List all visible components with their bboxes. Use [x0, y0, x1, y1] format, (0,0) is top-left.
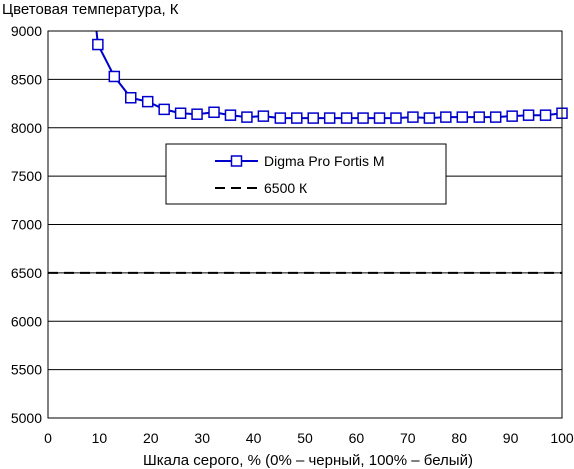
data-point — [456, 111, 469, 123]
legend-label-series-2: 6500 К — [264, 180, 308, 196]
data-point — [323, 112, 336, 124]
grid-lines — [48, 78, 562, 371]
data-point — [506, 110, 518, 122]
y-tick-label: 8000 — [11, 120, 42, 136]
y-tick-label: 5000 — [11, 410, 42, 426]
x-tick-label: 30 — [194, 430, 210, 446]
legend: Digma Pro Fortis M 6500 К — [165, 143, 447, 205]
x-tick-label: 50 — [297, 430, 313, 446]
data-point — [440, 111, 452, 123]
data-point — [141, 95, 154, 108]
data-point — [473, 111, 485, 123]
legend-label-series-1: Digma Pro Fortis M — [264, 153, 385, 169]
y-axis-title: Цветовая температура, К — [2, 1, 179, 18]
x-tick-label: 90 — [503, 430, 519, 446]
x-tick-label: 100 — [550, 430, 574, 446]
data-point — [373, 112, 386, 124]
y-tick-label: 7500 — [11, 168, 42, 184]
legend-marker-series-1 — [230, 155, 243, 167]
data-point — [274, 112, 287, 124]
y-tick-label: 5500 — [11, 362, 42, 378]
tick-labels: 5000 5500 6000 6500 7000 7500 8000 8500 9000 0 10 2… — [11, 23, 574, 446]
series-layer — [48, 31, 562, 274]
y-tick-label: 9000 — [11, 23, 42, 39]
y-tick-label: 6000 — [11, 313, 42, 329]
data-point — [522, 109, 535, 121]
data-point — [291, 112, 303, 124]
data-point — [174, 107, 187, 119]
x-axis-title: Шкала серого, % (0% – черный, 100% – бел… — [143, 452, 473, 469]
data-point — [125, 92, 137, 104]
data-point — [407, 111, 419, 123]
data-point — [108, 70, 121, 83]
data-point — [489, 111, 502, 123]
plot-area-border — [47, 30, 563, 419]
y-tick-label: 7000 — [11, 217, 42, 233]
data-point — [539, 109, 552, 121]
x-tick-label: 0 — [44, 430, 52, 446]
data-point — [224, 109, 237, 121]
data-point — [423, 112, 436, 124]
data-point — [257, 110, 270, 122]
y-tick-label: 6500 — [11, 265, 42, 281]
x-tick-label: 80 — [451, 430, 467, 446]
x-tick-label: 70 — [400, 430, 416, 446]
data-point — [92, 38, 104, 51]
y-tick-label: 8500 — [11, 71, 42, 87]
data-point — [340, 112, 353, 124]
x-tick-label: 60 — [349, 430, 365, 446]
data-point — [307, 112, 319, 124]
data-point — [208, 106, 220, 119]
legend-box — [165, 143, 447, 205]
data-point — [241, 111, 253, 123]
data-point — [357, 112, 369, 124]
x-tick-label: 10 — [92, 430, 108, 446]
x-tick-label: 40 — [246, 430, 262, 446]
data-point — [158, 103, 170, 116]
marker-layer — [92, 38, 568, 124]
data-point — [191, 108, 203, 120]
x-tick-label: 20 — [143, 430, 159, 446]
data-point — [390, 112, 402, 124]
